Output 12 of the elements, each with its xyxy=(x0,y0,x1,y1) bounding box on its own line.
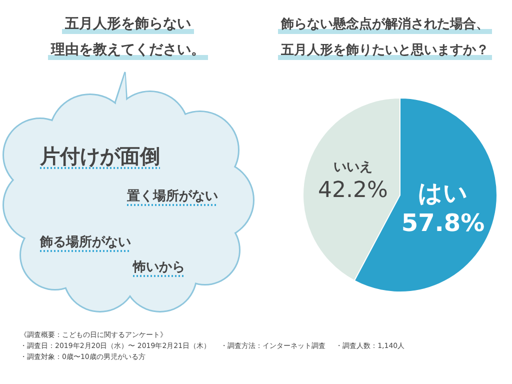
data-label: 57.8% xyxy=(401,208,485,237)
data-label: 42.2% xyxy=(318,178,388,204)
text: 飾る場所がない xyxy=(39,234,131,250)
text: 五月人形を飾らない xyxy=(64,16,191,32)
slice-label: はい xyxy=(418,178,468,207)
chart-title: 飾らない懸念点が解消された場合、 xyxy=(280,16,489,32)
text: 理由を教えてください。 xyxy=(50,42,205,58)
slice-label: いいえ xyxy=(333,160,372,176)
text: 置く場所がない xyxy=(126,188,218,204)
chart-subtitle: 五月人形を飾りたいと思いますか？ xyxy=(280,43,489,58)
text: 怖いから xyxy=(132,260,185,275)
text: 片付けが面倒 xyxy=(39,144,160,168)
